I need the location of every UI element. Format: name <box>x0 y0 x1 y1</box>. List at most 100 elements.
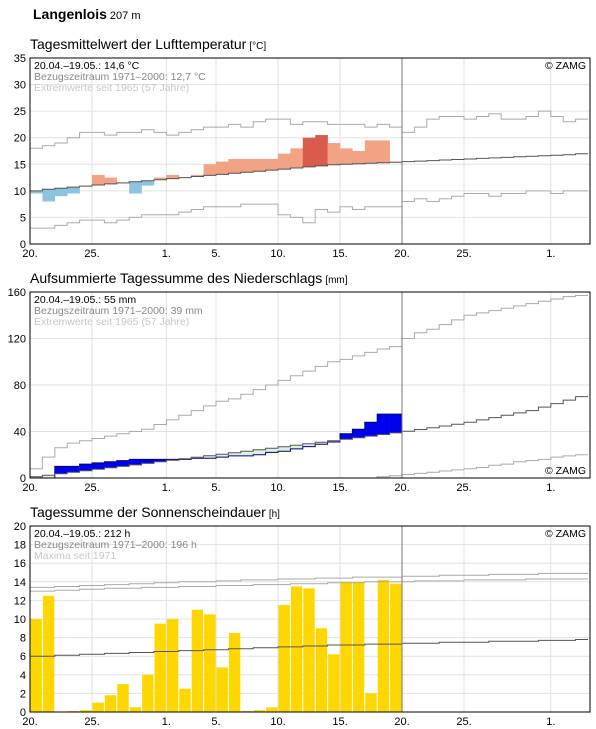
sunshine-bar <box>117 684 129 712</box>
precipitation-anomaly-area <box>302 443 316 447</box>
y-tick-label: 10 <box>14 186 26 198</box>
precipitation-anomaly-area <box>278 446 291 452</box>
precipitation-title-text: Aufsummierte Tagessumme des Niederschlag… <box>30 270 323 286</box>
zamg-credit: © ZAMG <box>545 465 586 477</box>
temperature-unit: [°C] <box>249 41 267 52</box>
x-tick-label: 5. <box>211 482 220 494</box>
precipitation-anomaly-area <box>54 466 68 474</box>
precipitation-anomaly-area <box>42 475 56 478</box>
sunshine-panel-title: Tagessumme der Sonnenscheindauer [h] <box>30 504 280 520</box>
temperature-anomaly-bar <box>253 158 266 172</box>
precipitation-panel-title: Aufsummierte Tagessumme des Niederschlag… <box>30 270 348 286</box>
precipitation-anomaly-area <box>290 445 304 449</box>
temperature-anomaly-bar <box>166 174 180 179</box>
precipitation-anomaly-area <box>116 460 130 467</box>
max-sunshine-line <box>30 572 588 588</box>
y-tick-label: 8 <box>20 633 26 645</box>
temperature-anomaly-bar <box>216 161 229 175</box>
temperature-anomaly-bar <box>30 190 43 194</box>
precipitation-anomaly-area <box>253 449 266 455</box>
temperature-anomaly-bar <box>191 174 204 177</box>
sunshine-bar <box>166 619 179 712</box>
y-tick-label: 18 <box>14 540 26 552</box>
y-tick-label: 0 <box>20 707 26 719</box>
info-line: Maxima seit 1971 <box>34 550 116 562</box>
zamg-credit: © ZAMG <box>545 60 586 72</box>
precipitation-anomaly-area <box>154 459 167 462</box>
sunshine-bar <box>278 605 290 712</box>
sunshine-bar <box>290 586 303 712</box>
precipitation-anomaly-area <box>216 454 229 458</box>
precipitation-anomaly-area <box>352 429 366 438</box>
sunshine-bar <box>352 581 365 712</box>
y-tick-label: 10 <box>14 614 26 626</box>
panel-2: 0 2 4 6 8 10 12 14 16 18 20 20. 25. 1. 5. 10. 15. 20. 25. 1… <box>14 521 591 728</box>
x-tick-label: 25. <box>456 248 471 260</box>
precipitation-anomaly-area <box>67 466 80 473</box>
temperature-anomaly-bar <box>141 180 155 186</box>
temperature-anomaly-bar <box>228 158 242 174</box>
temperature-anomaly-bar <box>302 137 316 167</box>
y-tick-label: 35 <box>14 53 26 65</box>
x-tick-label: 5. <box>211 716 220 728</box>
sunshine-bar <box>365 693 377 712</box>
sunshine-bar <box>30 619 42 712</box>
x-tick-label: 1. <box>162 248 171 260</box>
x-tick-label: 1. <box>162 716 171 728</box>
station-altitude: 207 m <box>109 10 141 22</box>
max-extreme-line <box>30 110 588 149</box>
sunshine-bar <box>377 579 390 712</box>
y-tick-label: 5 <box>20 212 26 224</box>
temperature-anomaly-bar <box>54 188 68 197</box>
info-line: Extremwerte seit 1965 (57 Jahre) <box>34 82 189 94</box>
sunshine-bar <box>154 623 166 712</box>
x-tick-label: 25. <box>84 716 99 728</box>
x-tick-label: 25. <box>84 482 99 494</box>
y-tick-label: 40 <box>14 427 26 439</box>
precipitation-anomaly-area <box>104 461 118 468</box>
temperature-anomaly-bar <box>278 153 291 170</box>
sunshine-bar <box>80 710 92 712</box>
info-line: Bezugszeitraum 1971–2000: 39 mm <box>34 305 203 317</box>
plot-frame <box>29 291 591 479</box>
normal-line <box>30 639 588 657</box>
y-tick-label: 14 <box>14 577 26 589</box>
sunshine-bar <box>92 702 104 712</box>
x-tick-label: 15. <box>332 716 347 728</box>
panel-0: 0 5 10 15 20 25 30 35 20. 25. 1. 5. 10. 15. 20. 25. 1. 20… <box>14 53 591 260</box>
info-line: 20.04.–19.05.: 55 mm <box>34 294 136 306</box>
precipitation-anomaly-area <box>30 476 43 478</box>
x-tick-label: 15. <box>332 482 347 494</box>
precipitation-anomaly-area <box>240 451 254 456</box>
precipitation-anomaly-area <box>129 459 142 465</box>
sunshine-bar <box>42 595 55 712</box>
temperature-anomaly-bar <box>154 177 167 180</box>
y-tick-label: 0 <box>20 473 26 485</box>
precipitation-anomaly-area <box>315 442 328 445</box>
info-line: Bezugszeitraum 1971–2000: 196 h <box>34 539 197 551</box>
temperature-anomaly-bar <box>240 158 254 173</box>
y-tick-label: 12 <box>14 595 26 607</box>
x-tick-label: 15. <box>332 248 347 260</box>
sunshine-bar <box>340 581 352 712</box>
sunshine-bar <box>104 695 117 712</box>
sunshine-bar <box>266 707 278 712</box>
y-tick-label: 2 <box>20 688 26 700</box>
temperature-anomaly-bar <box>377 140 390 163</box>
x-tick-label: 10. <box>270 482 285 494</box>
min-extreme-line <box>30 190 588 229</box>
plot-frame <box>29 57 591 245</box>
x-tick-label: 20. <box>394 482 409 494</box>
temperature-anomaly-bar <box>364 140 378 164</box>
sunshine-unit: [h] <box>268 509 280 520</box>
max-extreme-line <box>30 295 588 470</box>
station-name: Langenlois <box>33 6 107 22</box>
y-tick-label: 160 <box>8 287 26 299</box>
max-sunshine-line-secondary <box>30 578 588 592</box>
info-line: Bezugszeitraum 1971–2000: 12,7 °C <box>34 71 206 83</box>
y-tick-label: 4 <box>20 670 26 682</box>
x-tick-label: 20. <box>22 716 37 728</box>
temperature-anomaly-bar <box>92 174 105 186</box>
y-tick-label: 20 <box>14 521 26 533</box>
sunshine-bar <box>179 688 191 712</box>
